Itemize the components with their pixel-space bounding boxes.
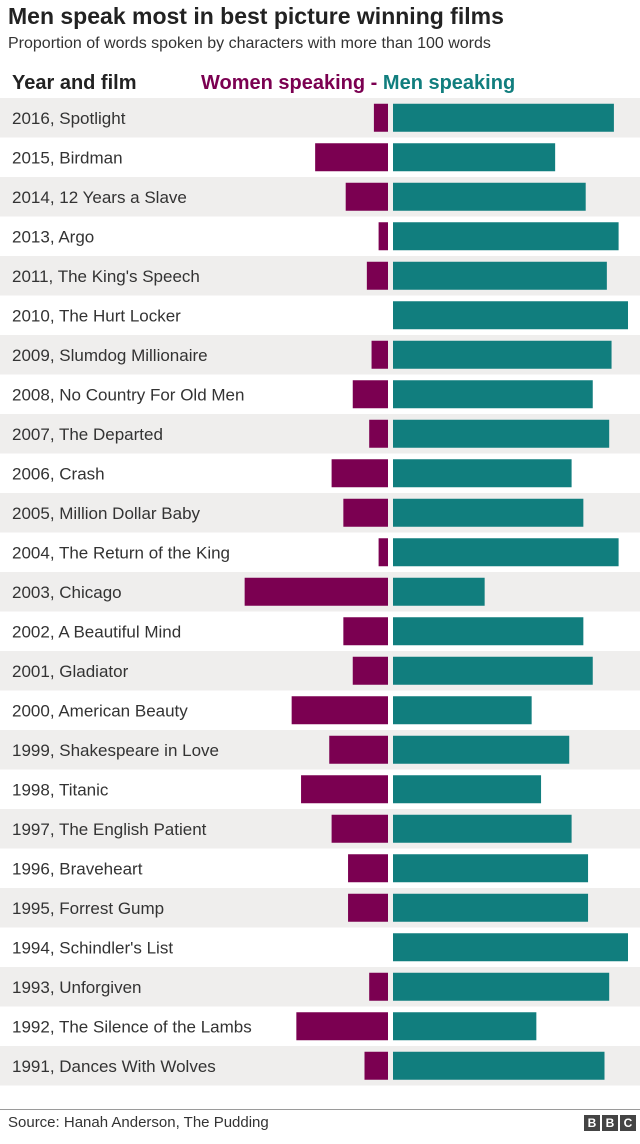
men-bar: [393, 419, 610, 448]
women-bar: [352, 380, 388, 409]
men-bar: [393, 143, 556, 172]
women-bar: [366, 261, 388, 290]
film-label: 1994, Schindler's List: [12, 938, 173, 957]
legend-men: Men speaking: [382, 72, 516, 94]
men-bar: [393, 893, 589, 922]
film-label: 2005, Million Dollar Baby: [12, 504, 201, 523]
legend-separator: -: [365, 72, 383, 94]
men-bar: [393, 380, 593, 409]
men-bar: [393, 972, 610, 1001]
men-bar: [393, 656, 593, 685]
men-bar: [393, 577, 485, 606]
film-label: 2003, Chicago: [12, 583, 122, 602]
film-label: 2009, Slumdog Millionaire: [12, 346, 208, 365]
bbc-logo-letter: C: [620, 1115, 636, 1131]
bar-chart: 2016, Spotlight 2015, Birdman 2014, 12 Yea…: [0, 98, 640, 1086]
film-label: 2006, Crash: [12, 464, 105, 483]
women-bar: [244, 577, 388, 606]
film-label: 2011, The King's Speech: [12, 267, 200, 286]
women-bar: [343, 498, 388, 527]
footer-divider: [0, 1109, 640, 1110]
film-label: 1996, Braveheart: [12, 859, 143, 878]
men-bar: [393, 538, 619, 567]
men-bar: [393, 933, 628, 962]
film-label: 2000, American Beauty: [12, 701, 188, 720]
women-bar: [315, 143, 388, 172]
film-label: 1991, Dances With Wolves: [12, 1057, 216, 1076]
film-label: 2015, Birdman: [12, 148, 123, 167]
film-label: 2008, No Country For Old Men: [12, 385, 244, 404]
women-bar: [331, 459, 388, 488]
film-label: 2010, The Hurt Locker: [12, 306, 181, 325]
women-bar: [291, 696, 388, 725]
film-label: 2013, Argo: [12, 227, 94, 246]
bbc-logo: B B C: [584, 1115, 636, 1131]
men-bar: [393, 775, 542, 804]
chart-title: Men speak most in best picture winning f…: [8, 3, 504, 29]
legend: Women speaking - Men speaking: [201, 72, 515, 95]
men-bar: [393, 617, 584, 646]
legend-women: Women speaking: [201, 72, 366, 94]
women-bar: [373, 103, 388, 132]
film-label: 1992, The Silence of the Lambs: [12, 1017, 252, 1036]
women-bar: [331, 814, 388, 843]
film-label: 2007, The Departed: [12, 425, 163, 444]
men-bar: [393, 340, 612, 369]
women-bar: [296, 1012, 388, 1041]
women-bar: [369, 972, 388, 1001]
men-bar: [393, 854, 589, 883]
men-bar: [393, 735, 570, 764]
men-bar: [393, 301, 628, 330]
men-bar: [393, 696, 532, 725]
film-label: 1998, Titanic: [12, 780, 109, 799]
men-bar: [393, 1012, 537, 1041]
women-bar: [352, 656, 388, 685]
chart-subtitle: Proportion of words spoken by characters…: [8, 35, 491, 52]
women-bar: [348, 854, 388, 883]
bbc-logo-letter: B: [584, 1115, 600, 1131]
men-bar: [393, 459, 572, 488]
film-label: 1995, Forrest Gump: [12, 899, 164, 918]
men-bar: [393, 1051, 605, 1080]
film-label: 2014, 12 Years a Slave: [12, 188, 187, 207]
women-bar: [378, 538, 388, 567]
men-bar: [393, 814, 572, 843]
women-bar: [329, 735, 388, 764]
film-label: 2016, Spotlight: [12, 109, 126, 128]
women-bar: [343, 617, 388, 646]
film-label: 2001, Gladiator: [12, 662, 129, 681]
women-bar: [301, 775, 388, 804]
film-label: 2002, A Beautiful Mind: [12, 622, 181, 641]
film-label: 1999, Shakespeare in Love: [12, 741, 219, 760]
film-label: 2004, The Return of the King: [12, 543, 230, 562]
women-bar: [371, 340, 388, 369]
men-bar: [393, 498, 584, 527]
men-bar: [393, 222, 619, 251]
women-bar: [369, 419, 388, 448]
film-label: 1997, The English Patient: [12, 820, 207, 839]
men-bar: [393, 103, 614, 132]
bbc-logo-letter: B: [602, 1115, 618, 1131]
men-bar: [393, 261, 607, 290]
women-bar: [364, 1051, 388, 1080]
column-header: Year and film: [12, 72, 137, 94]
women-bar: [345, 182, 388, 211]
men-bar: [393, 182, 586, 211]
source-note: Source: Hanah Anderson, The Pudding: [8, 1114, 269, 1131]
film-label: 1993, Unforgiven: [12, 978, 141, 997]
women-bar: [348, 893, 388, 922]
women-bar: [378, 222, 388, 251]
